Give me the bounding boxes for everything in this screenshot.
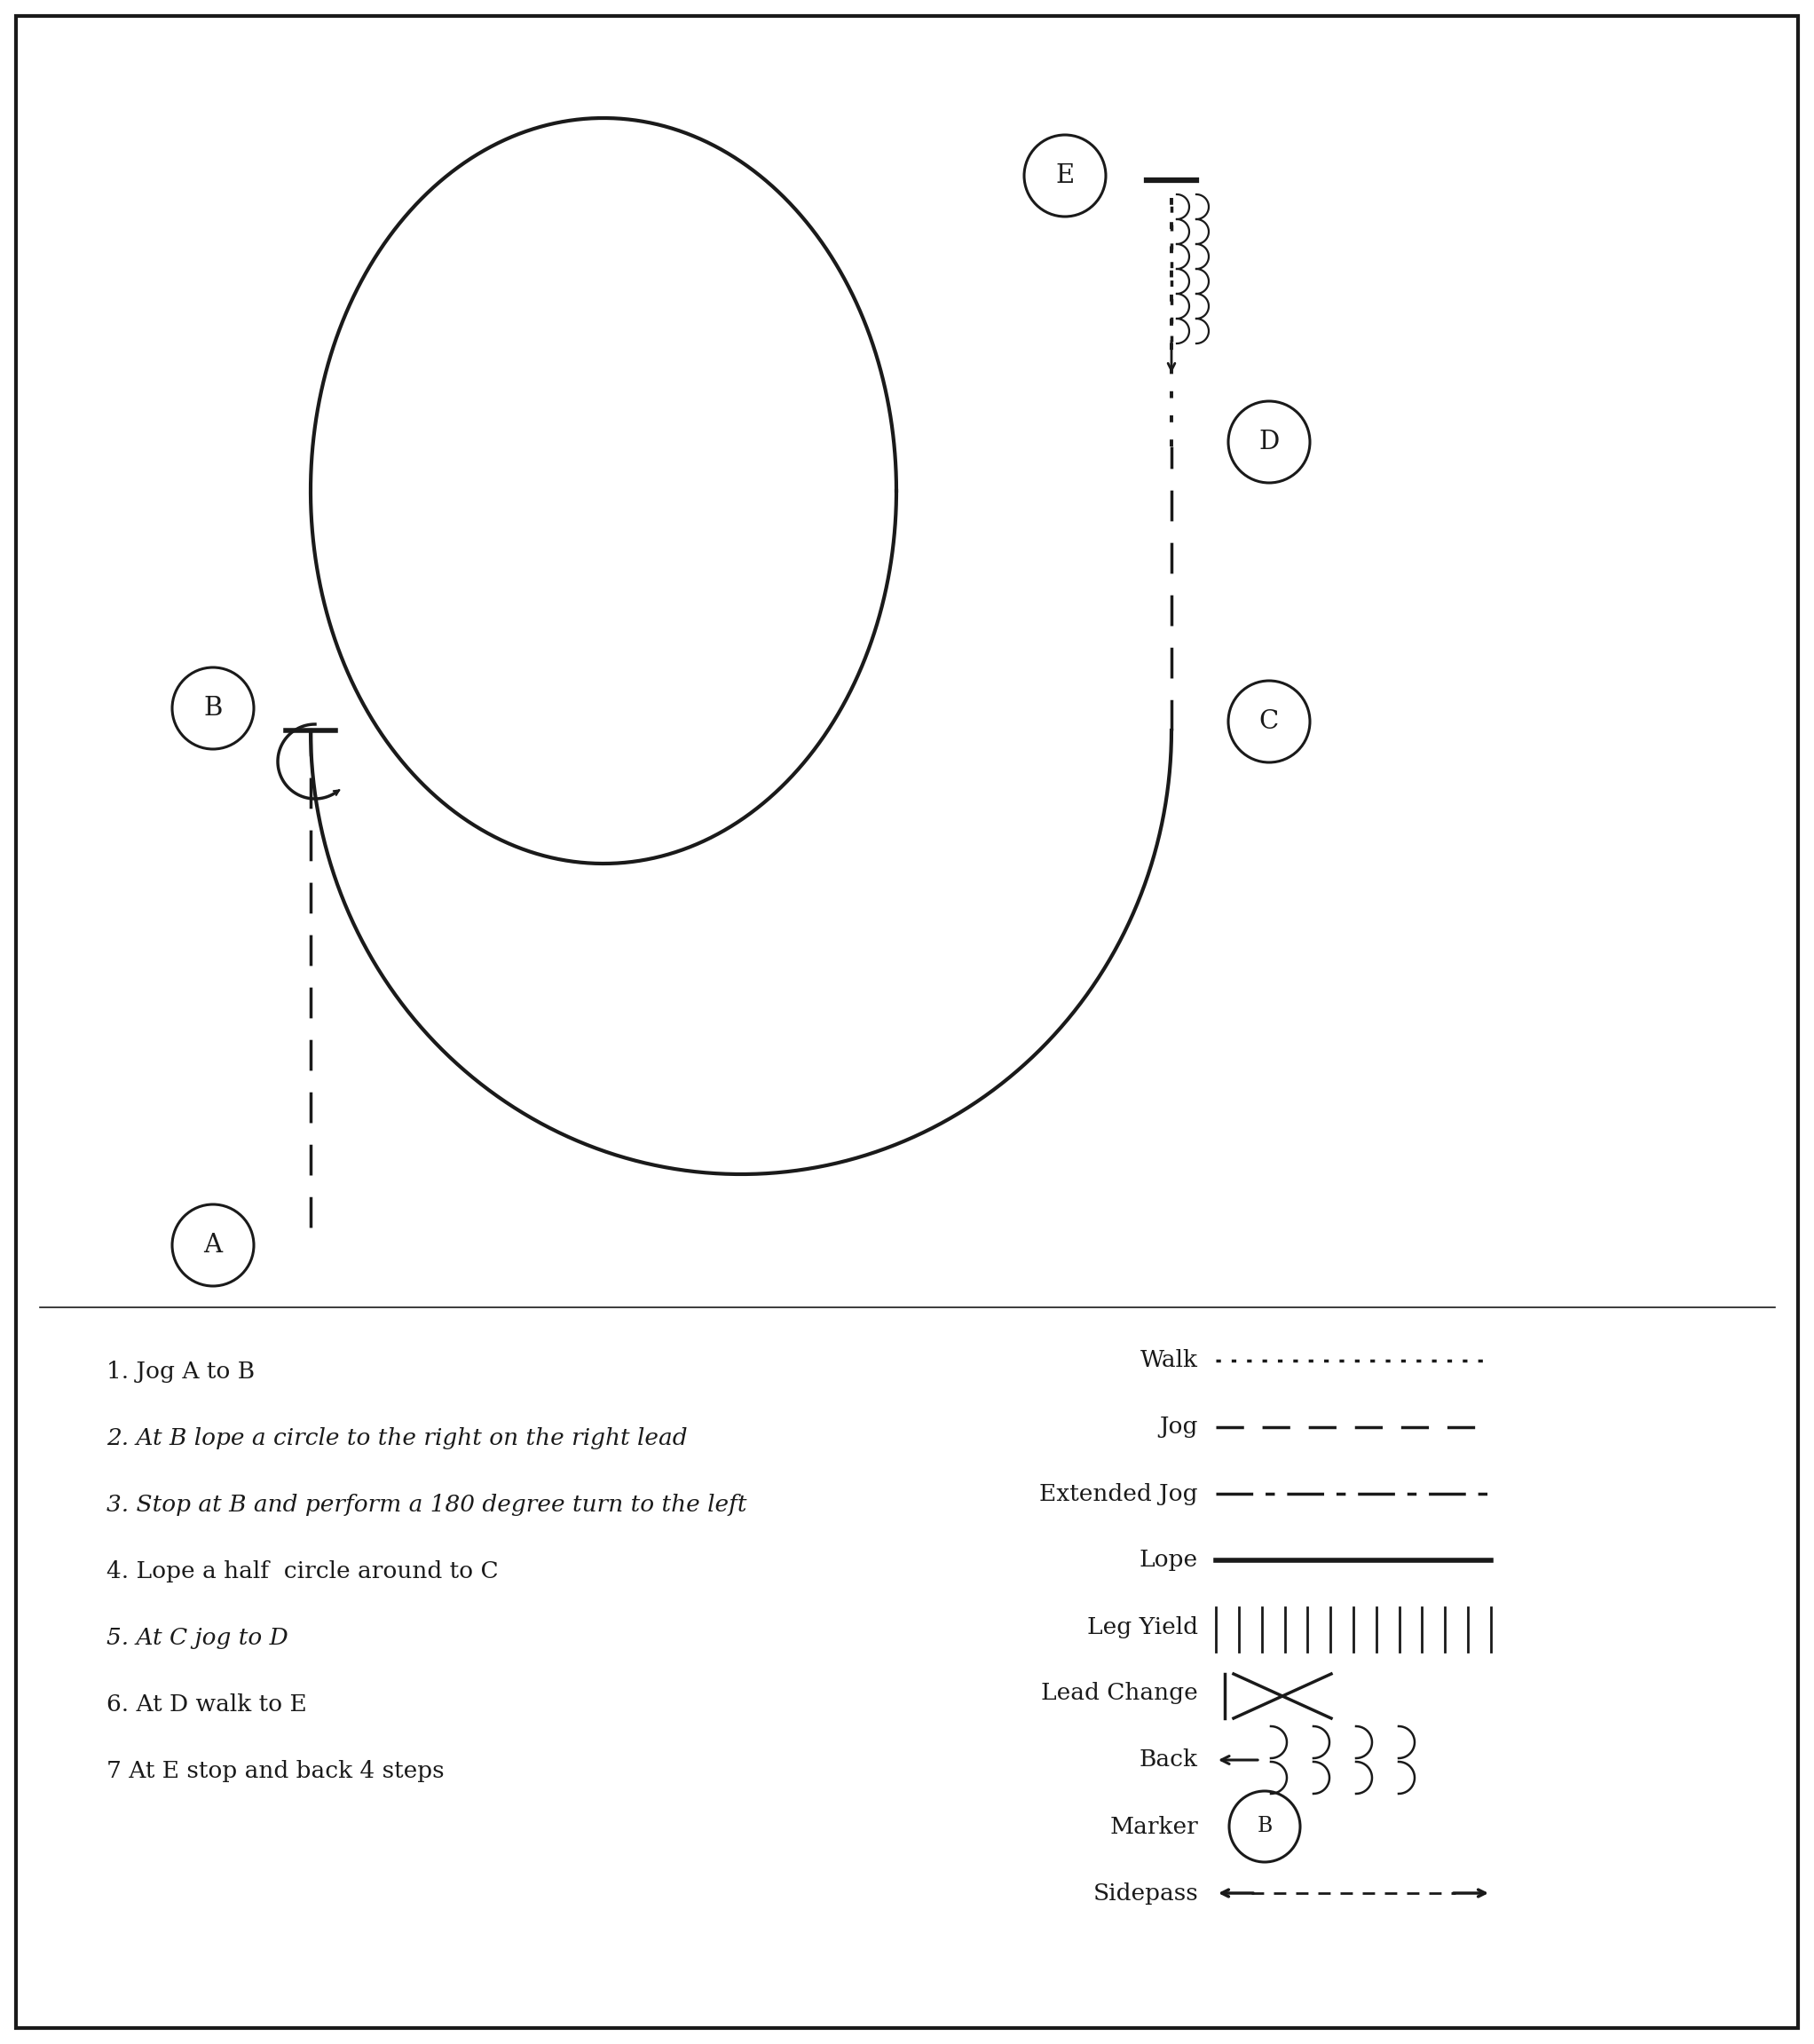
Text: 2. At B lope a circle to the right on the right lead: 2. At B lope a circle to the right on th…	[107, 1427, 688, 1449]
Text: B: B	[203, 695, 223, 722]
Text: B: B	[1257, 1817, 1272, 1838]
Text: Leg Yield: Leg Yield	[1087, 1615, 1197, 1637]
Text: Marker: Marker	[1110, 1815, 1197, 1838]
Text: E: E	[1056, 164, 1074, 188]
Text: 3. Stop at B and perform a 180 degree turn to the left: 3. Stop at B and perform a 180 degree tu…	[107, 1494, 747, 1517]
Text: Jog: Jog	[1159, 1416, 1197, 1439]
Text: 6. At D walk to E: 6. At D walk to E	[107, 1692, 307, 1715]
Text: Sidepass: Sidepass	[1092, 1883, 1197, 1905]
Text: 4. Lope a half  circle around to C: 4. Lope a half circle around to C	[107, 1560, 499, 1582]
Text: Back: Back	[1139, 1750, 1197, 1770]
Text: 1. Jog A to B: 1. Jog A to B	[107, 1361, 254, 1384]
Text: D: D	[1259, 429, 1279, 454]
Text: Walk: Walk	[1141, 1349, 1197, 1372]
Text: Lope: Lope	[1139, 1549, 1197, 1572]
Text: C: C	[1259, 709, 1279, 734]
Text: A: A	[203, 1233, 223, 1257]
Text: Extended Jog: Extended Jog	[1039, 1482, 1197, 1504]
Text: 7 At E stop and back 4 steps: 7 At E stop and back 4 steps	[107, 1760, 444, 1782]
Text: 5. At C jog to D: 5. At C jog to D	[107, 1627, 288, 1650]
Text: Lead Change: Lead Change	[1041, 1682, 1197, 1705]
